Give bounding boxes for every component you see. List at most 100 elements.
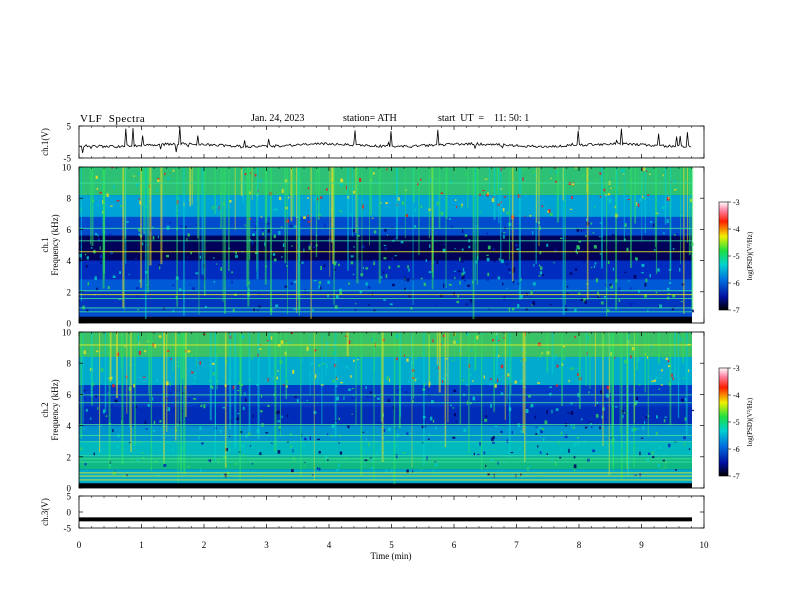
spectral-noise [277,420,281,423]
sferic-streak [602,332,604,446]
spectral-noise [541,205,544,208]
spectral-noise [394,255,397,257]
spectral-noise [169,382,171,387]
sferic-streak [160,167,163,265]
spectral-noise [681,398,684,402]
spectral-noise [380,276,383,279]
spectral-band [79,425,692,442]
spectral-noise [354,412,357,415]
sferic-streak [605,167,608,317]
spectral-noise [135,258,137,260]
sferic-streak [184,332,187,417]
spectral-noise [555,170,558,175]
spectral-noise [576,228,580,232]
spectral-noise [634,474,638,477]
spectral-noise [537,342,541,347]
sferic-streak [611,332,614,445]
spectral-noise [365,282,368,286]
spectral-noise [157,178,160,180]
spectral-noise [408,294,411,298]
spectral-noise [258,254,261,257]
spectral-noise [307,220,311,223]
spectral-noise [493,449,495,451]
spectral-noise [346,424,348,428]
sferic-streak [228,167,230,272]
spectral-noise [645,416,648,419]
spectral-noise [564,434,568,439]
spectral-noise [473,452,476,456]
sferic-streak [220,167,222,229]
spectral-noise [680,215,683,217]
spectral-band [79,356,692,386]
sferic-streak [150,332,153,471]
sferic-streak [523,332,526,462]
spectral-noise [280,226,283,228]
spectral-noise [576,245,580,250]
spectral-noise [214,206,218,208]
spectral-noise [537,429,539,434]
spectral-noise [111,346,114,348]
sferic-streak [141,167,143,206]
spectral-noise [399,241,401,244]
spectral-noise [442,334,445,337]
spectral-noise [567,412,570,414]
spectral-noise [128,442,132,444]
sferic-streak [636,332,638,370]
spectral-noise [192,243,194,247]
spectral-noise [562,345,566,348]
spectral-noise [152,397,154,401]
spectral-noise [647,309,649,313]
spectral-noise [112,185,115,189]
spectral-noise [594,262,597,265]
spectral-noise [287,196,290,199]
spectral-noise [589,460,592,463]
x-tick-label: 3 [264,540,269,550]
spectral-noise [576,251,578,254]
spectral-noise [166,254,170,258]
spectral-noise [517,423,520,428]
spectral-noise [372,259,376,262]
spectral-noise [599,253,601,255]
spectral-noise [286,380,288,384]
spectral-noise [506,211,509,215]
sferic-streak [332,167,335,264]
spectral-noise [169,392,172,395]
sferic-streak [395,167,399,240]
spectral-noise [588,391,590,394]
spectral-noise [191,371,194,374]
spectral-noise [430,416,433,421]
spectral-noise [311,309,315,311]
spectral-band [79,456,692,470]
spectral-noise [491,198,495,202]
spectral-noise [607,193,611,196]
spectral-noise [284,285,288,288]
spectral-noise [594,206,596,208]
sferic-streak [240,332,242,397]
spectral-noise [534,415,536,419]
spectral-noise [629,302,633,307]
spectral-noise [333,269,337,271]
spectral-noise [679,336,681,340]
panel-frame [78,495,705,529]
spectral-noise [357,243,361,247]
spectral-noise [262,244,265,247]
transmitter-line [79,227,692,229]
spectral-noise [383,428,386,433]
spectral-band [79,195,692,217]
spectral-noise [489,382,492,386]
spectral-noise [462,379,465,382]
transmitter-line [79,402,692,404]
spectral-noise [159,420,162,423]
spectral-noise [256,383,259,386]
spectral-noise [363,400,366,402]
spectral-noise [96,187,99,191]
sferic-streak [149,332,151,402]
spectral-noise [164,172,166,176]
sferic-streak [239,332,241,479]
sferic-streak [265,167,268,223]
sferic-streak [234,167,236,231]
spectral-noise [303,248,305,253]
spectral-noise [147,403,150,407]
spectral-noise [373,199,375,201]
